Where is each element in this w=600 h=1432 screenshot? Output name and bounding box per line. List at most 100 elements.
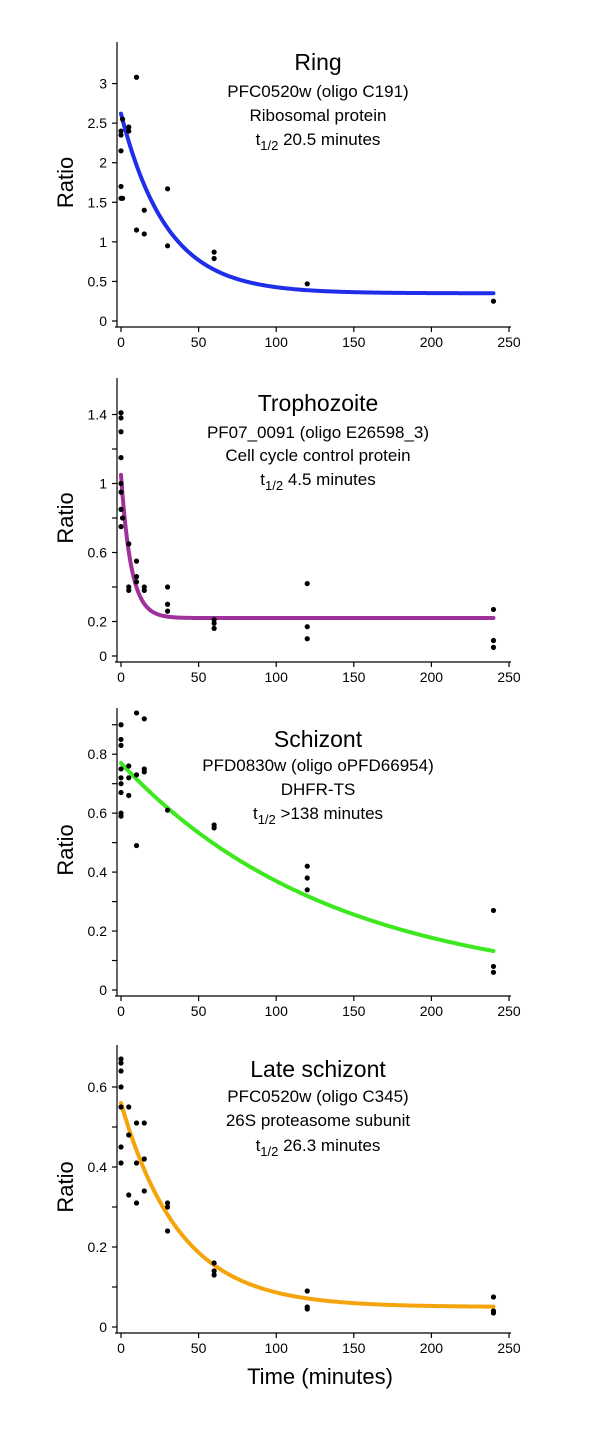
data-point bbox=[490, 644, 497, 650]
data-point bbox=[490, 1310, 497, 1316]
description-label: Cell cycle control protein bbox=[225, 446, 410, 465]
data-point bbox=[133, 710, 140, 716]
y-tick-label: 1 bbox=[99, 476, 107, 492]
data-point bbox=[126, 124, 132, 130]
data-point bbox=[164, 601, 171, 607]
half-life-label: t1/2 26.3 minutes bbox=[256, 1136, 381, 1159]
data-point bbox=[118, 1060, 124, 1066]
chart-panel-0: 0 0.5 1 1.5 2 2.5 3 0 50 100 150 200 250 Ratio Ring PFC… bbox=[53, 42, 521, 350]
data-point bbox=[141, 207, 147, 213]
data-point bbox=[118, 415, 124, 421]
data-point bbox=[126, 792, 132, 799]
data-point bbox=[133, 227, 140, 233]
x-tick-label: 150 bbox=[342, 669, 366, 685]
panel-title: Schizont bbox=[274, 726, 363, 752]
x-tick-label: 100 bbox=[265, 1003, 289, 1019]
data-point bbox=[118, 736, 124, 743]
data-point bbox=[141, 1188, 147, 1194]
data-point bbox=[211, 625, 217, 632]
x-tick-label: 150 bbox=[342, 1340, 366, 1356]
data-point bbox=[133, 1160, 140, 1166]
y-axis-label: Ratio bbox=[53, 157, 78, 208]
x-tick-label: 200 bbox=[420, 1340, 444, 1356]
data-point bbox=[211, 249, 217, 255]
x-tick-label: 50 bbox=[191, 1340, 207, 1356]
data-point bbox=[118, 1160, 124, 1166]
fit-curve bbox=[119, 1101, 496, 1309]
panel-title: Late schizont bbox=[250, 1056, 386, 1082]
data-point bbox=[118, 775, 124, 781]
half-life-label: t1/2 20.5 minutes bbox=[256, 130, 381, 153]
y-tick-label: 2 bbox=[99, 155, 107, 171]
x-tick-label: 50 bbox=[191, 1003, 207, 1019]
data-point bbox=[304, 580, 310, 587]
half-life-subscript: 1/2 bbox=[260, 1144, 278, 1159]
data-point bbox=[126, 128, 132, 134]
y-tick-label: 0.5 bbox=[88, 273, 108, 289]
data-point bbox=[118, 813, 124, 819]
data-point bbox=[164, 807, 171, 813]
chart-panel-3: 0 0.2 0.4 0.6 0 50 100 150 200 250 Ratio Late schiz… bbox=[53, 1045, 521, 1356]
data-point bbox=[133, 772, 140, 778]
x-tick-label: 200 bbox=[420, 334, 444, 350]
data-point bbox=[133, 842, 140, 849]
fit-curve bbox=[119, 761, 496, 954]
y-tick-label: 3 bbox=[99, 76, 107, 92]
data-point bbox=[304, 1288, 310, 1294]
data-point bbox=[118, 489, 124, 495]
data-point bbox=[133, 558, 140, 564]
data-point bbox=[164, 1204, 171, 1210]
data-point bbox=[164, 186, 171, 192]
gene-label: PFC0520w (oligo C191) bbox=[227, 82, 408, 101]
data-point bbox=[118, 1104, 124, 1110]
data-point bbox=[164, 1200, 171, 1206]
x-tick-label: 50 bbox=[191, 669, 207, 685]
data-point bbox=[164, 608, 171, 614]
gene-label: PFC0520w (oligo C345) bbox=[227, 1087, 408, 1106]
y-tick-label: 1.5 bbox=[88, 194, 108, 210]
data-point bbox=[118, 480, 124, 487]
y-tick-label: 0.2 bbox=[88, 923, 108, 939]
data-point bbox=[141, 231, 147, 237]
description-label: Ribosomal protein bbox=[249, 106, 386, 125]
data-point bbox=[490, 907, 497, 914]
data-point bbox=[304, 863, 310, 869]
data-point bbox=[164, 1228, 171, 1234]
data-point bbox=[133, 74, 140, 80]
data-point bbox=[133, 574, 140, 580]
data-point bbox=[490, 637, 497, 644]
y-tick-label: 0.2 bbox=[88, 614, 108, 630]
data-point bbox=[133, 1200, 140, 1206]
half-life-subscript: 1/2 bbox=[265, 478, 283, 493]
panel-title: Ring bbox=[294, 49, 341, 75]
x-axis-label: Time (minutes) bbox=[247, 1364, 393, 1389]
data-point bbox=[118, 410, 124, 416]
y-axis-label: Ratio bbox=[53, 824, 78, 875]
gene-label: PFD0830w (oligo oPFD66954) bbox=[202, 756, 434, 775]
half-life-label: t1/2 4.5 minutes bbox=[260, 470, 375, 493]
data-point bbox=[119, 195, 126, 201]
y-tick-label: 0 bbox=[99, 648, 107, 664]
x-tick-label: 250 bbox=[497, 1003, 521, 1019]
chart-panel-2: 0 0.2 0.4 0.6 0.8 0 50 100 150 200 250 Ratio Schizon… bbox=[53, 708, 521, 1019]
data-point bbox=[126, 1192, 132, 1198]
data-point bbox=[304, 281, 310, 287]
half-life-prefix: t bbox=[256, 1136, 261, 1155]
y-tick-label: 0.6 bbox=[88, 545, 108, 561]
x-tick-label: 100 bbox=[265, 334, 289, 350]
x-tick-label: 200 bbox=[420, 1003, 444, 1019]
x-tick-label: 0 bbox=[117, 669, 125, 685]
y-tick-label: 1.4 bbox=[88, 407, 108, 423]
y-tick-label: 0.4 bbox=[88, 1159, 108, 1175]
data-point bbox=[490, 1294, 497, 1300]
x-tick-label: 0 bbox=[117, 1003, 125, 1019]
data-point bbox=[211, 825, 217, 831]
half-life-value: 26.3 minutes bbox=[278, 1136, 380, 1155]
data-point bbox=[118, 506, 124, 512]
data-point bbox=[141, 1156, 147, 1162]
data-point bbox=[211, 1260, 217, 1266]
half-life-value: 20.5 minutes bbox=[278, 130, 380, 149]
data-point bbox=[118, 742, 124, 748]
y-tick-label: 0 bbox=[99, 982, 107, 998]
data-point bbox=[119, 116, 126, 122]
